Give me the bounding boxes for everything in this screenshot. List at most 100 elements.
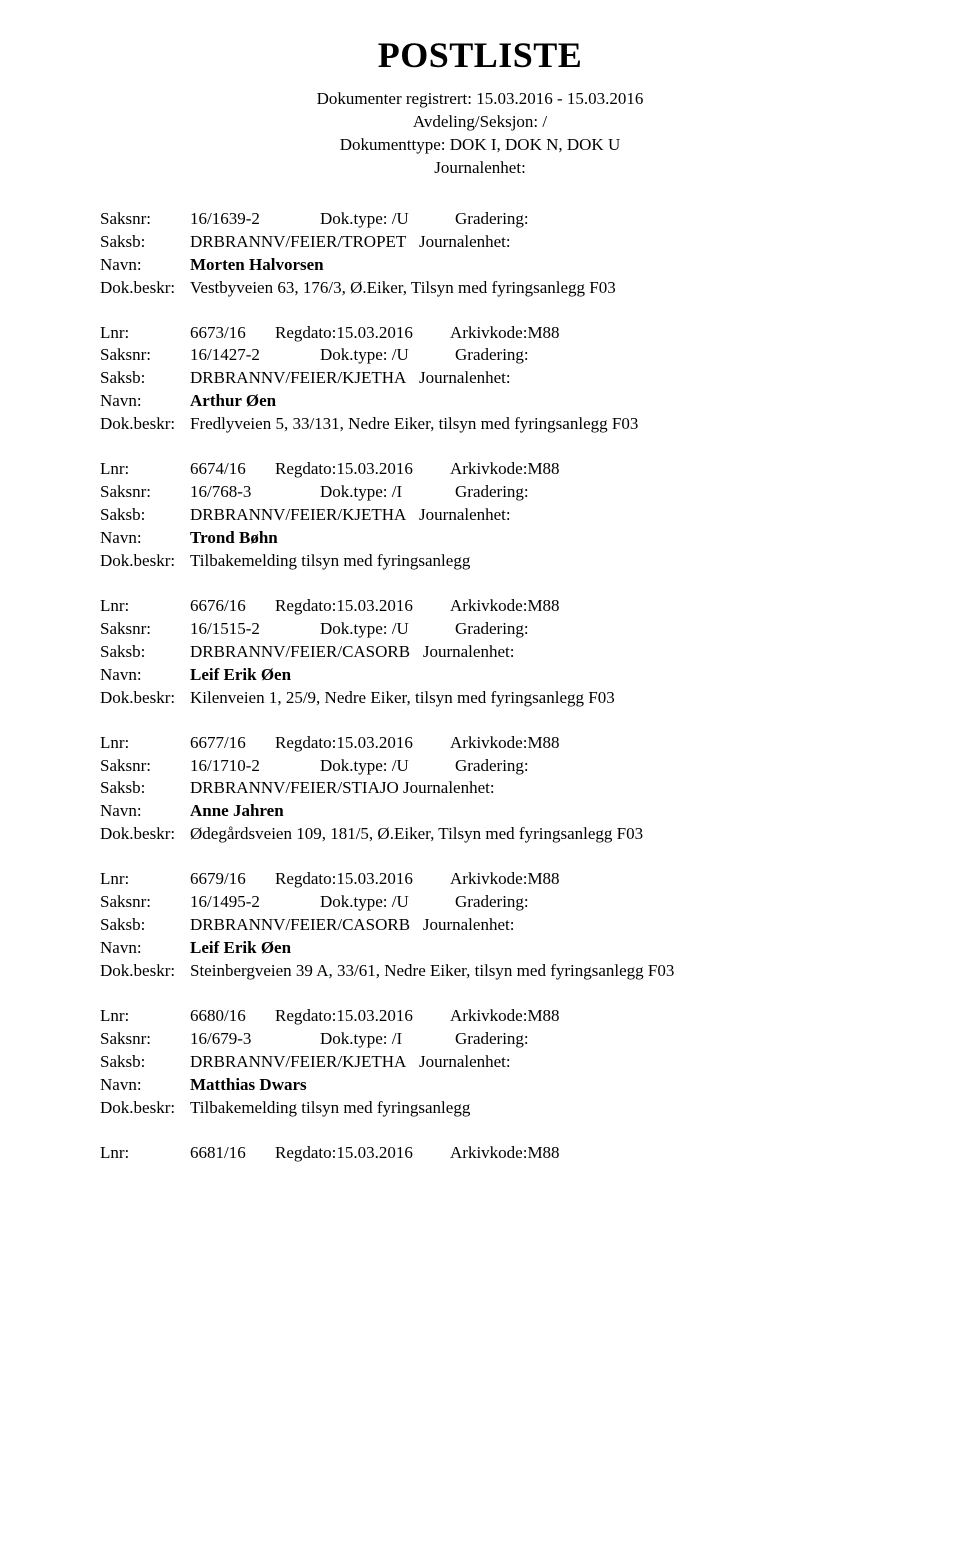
label-lnr: Lnr: [100,1005,190,1028]
label-gradering: Gradering: [455,618,860,641]
value-saksb: DRBRANNV/FEIER/KJETHA [190,505,406,524]
label-regdato: Regdato: [275,733,336,752]
value-dokbeskr: Tilbakemelding tilsyn med fyringsanlegg [190,550,860,573]
label-arkivkode: Arkivkode: [450,596,527,615]
label-saksnr: Saksnr: [100,618,190,641]
label-regdato: Regdato: [275,459,336,478]
value-lnr: 6673/16 [190,322,275,345]
value-lnr: 6679/16 [190,868,275,891]
label-gradering: Gradering: [455,208,860,231]
page: POSTLISTE Dokumenter registrert: 15.03.2… [0,0,960,1555]
label-saksb: Saksb: [100,367,190,390]
label-dokbeskr: Dok.beskr: [100,960,190,983]
label-saksb: Saksb: [100,231,190,254]
value-saksnr: 16/679-3 [190,1028,320,1051]
label-saksb: Saksb: [100,777,190,800]
value-navn: Morten Halvorsen [190,254,860,277]
label-regdato: Regdato: [275,323,336,342]
label-journalenhet: Journalenhet: [419,1052,511,1071]
label-navn: Navn: [100,390,190,413]
journal-entry-truncated: Lnr: 6681/16 Regdato:15.03.2016 Arkivkod… [100,1142,860,1165]
label-saksnr: Saksnr: [100,481,190,504]
value-dokbeskr: Tilbakemelding tilsyn med fyringsanlegg [190,1097,860,1120]
value-dokbeskr: Vestbyveien 63, 176/3, Ø.Eiker, Tilsyn m… [190,277,860,300]
value-saksb: DRBRANNV/FEIER/TROPET [190,232,406,251]
value-regdato: 15.03.2016 [336,869,413,888]
value-navn: Leif Erik Øen [190,937,860,960]
value-regdato: 15.03.2016 [336,1143,413,1162]
label-regdato: Regdato: [275,1143,336,1162]
label-dokbeskr: Dok.beskr: [100,823,190,846]
value-navn: Leif Erik Øen [190,664,860,687]
label-doktype: Dok.type: [320,209,388,228]
value-doktype: /U [392,619,409,638]
label-doktype: Dok.type: [320,482,388,501]
label-saksb: Saksb: [100,641,190,664]
label-navn: Navn: [100,1074,190,1097]
label-navn: Navn: [100,800,190,823]
label-navn: Navn: [100,254,190,277]
value-lnr: 6676/16 [190,595,275,618]
label-doktype: Dok.type: [320,756,388,775]
value-doktype: /U [392,209,409,228]
value-saksnr: 16/1495-2 [190,891,320,914]
value-lnr: 6680/16 [190,1005,275,1028]
label-lnr: Lnr: [100,322,190,345]
label-gradering: Gradering: [455,344,860,367]
value-arkivkode: M88 [527,596,559,615]
label-dokbeskr: Dok.beskr: [100,413,190,436]
value-dokbeskr: Ødegårdsveien 109, 181/5, Ø.Eiker, Tilsy… [190,823,860,846]
value-navn: Arthur Øen [190,390,860,413]
label-arkivkode: Arkivkode: [450,733,527,752]
value-regdato: 15.03.2016 [336,596,413,615]
label-saksb: Saksb: [100,914,190,937]
label-navn: Navn: [100,527,190,550]
value-arkivkode: M88 [527,869,559,888]
value-doktype: /I [392,1029,402,1048]
value-navn: Anne Jahren [190,800,860,823]
value-saksb: DRBRANNV/FEIER/CASORB [190,642,410,661]
value-dokbeskr: Fredlyveien 5, 33/131, Nedre Eiker, tils… [190,413,860,436]
value-arkivkode: M88 [527,1006,559,1025]
value-arkivkode: M88 [527,323,559,342]
label-saksb: Saksb: [100,1051,190,1074]
label-doktype: Dok.type: [320,619,388,638]
label-journalenhet: Journalenhet: [419,232,511,251]
label-saksnr: Saksnr: [100,891,190,914]
value-saksb: DRBRANNV/FEIER/KJETHA [190,368,406,387]
label-lnr: Lnr: [100,458,190,481]
label-arkivkode: Arkivkode: [450,459,527,478]
label-lnr: Lnr: [100,1142,190,1165]
label-regdato: Regdato: [275,869,336,888]
journal-entry: Lnr: 6676/16 Regdato:15.03.2016 Arkivkod… [100,595,860,710]
label-lnr: Lnr: [100,732,190,755]
journal-entry: Saksnr: 16/1639-2 Dok.type: /U Gradering… [100,208,860,300]
value-arkivkode: M88 [527,1143,559,1162]
label-lnr: Lnr: [100,868,190,891]
value-dokbeskr: Kilenveien 1, 25/9, Nedre Eiker, tilsyn … [190,687,860,710]
label-arkivkode: Arkivkode: [450,1143,527,1162]
header-block: Dokumenter registrert: 15.03.2016 - 15.0… [100,88,860,180]
journal-entry: Lnr: 6673/16 Regdato:15.03.2016 Arkivkod… [100,322,860,437]
label-saksnr: Saksnr: [100,1028,190,1051]
label-doktype: Dok.type: [320,892,388,911]
label-journalenhet: Journalenhet: [423,915,515,934]
label-regdato: Regdato: [275,596,336,615]
value-lnr: 6681/16 [190,1142,275,1165]
value-lnr: 6674/16 [190,458,275,481]
label-regdato: Regdato: [275,1006,336,1025]
value-arkivkode: M88 [527,733,559,752]
label-journalenhet: Journalenhet: [419,368,511,387]
header-line-doctype: Dokumenttype: DOK I, DOK N, DOK U [100,134,860,157]
label-arkivkode: Arkivkode: [450,869,527,888]
label-arkivkode: Arkivkode: [450,1006,527,1025]
label-saksnr: Saksnr: [100,208,190,231]
value-doktype: /I [392,482,402,501]
header-line-section: Avdeling/Seksjon: / [100,111,860,134]
label-arkivkode: Arkivkode: [450,323,527,342]
value-doktype: /U [392,756,409,775]
value-dokbeskr: Steinbergveien 39 A, 33/61, Nedre Eiker,… [190,960,860,983]
page-title: POSTLISTE [100,34,860,76]
label-gradering: Gradering: [455,481,860,504]
value-saksnr: 16/768-3 [190,481,320,504]
